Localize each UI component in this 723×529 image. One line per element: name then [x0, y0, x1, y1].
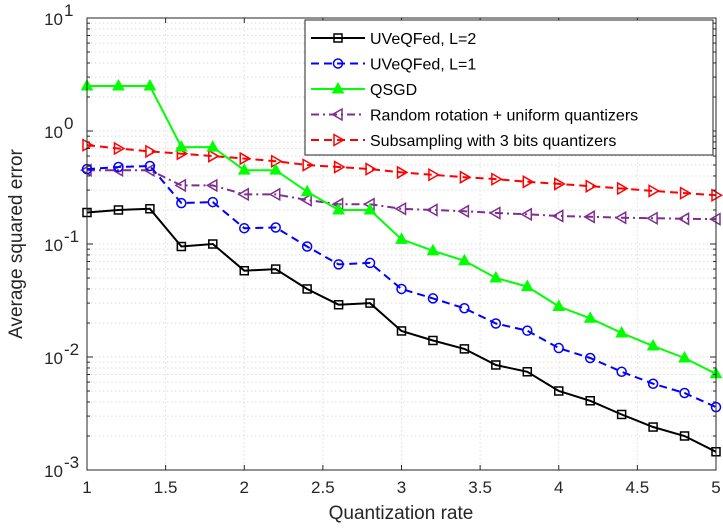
y-tick-exponent: -2: [64, 340, 79, 359]
x-tick-label: 5: [711, 478, 720, 497]
x-tick-label: 4: [554, 478, 563, 497]
legend-label: Random rotation + uniform quantizers: [370, 108, 638, 125]
y-tick-label: 10: [44, 236, 63, 255]
x-tick-label: 1.5: [154, 478, 178, 497]
x-tick-label: 1: [82, 478, 91, 497]
x-tick-label: 3.5: [468, 478, 492, 497]
legend-label: Subsampling with 3 bits quantizers: [370, 133, 616, 150]
y-tick-label: 10: [44, 123, 63, 142]
x-tick-label: 3: [397, 478, 406, 497]
x-tick-label: 2: [240, 478, 249, 497]
y-tick-exponent: -3: [64, 453, 79, 472]
x-tick-label: 4.5: [626, 478, 650, 497]
y-tick-exponent: 1: [64, 1, 73, 20]
legend-label: QSGD: [370, 82, 417, 99]
legend-label: UVeQFed, L=1: [370, 57, 476, 74]
y-tick-label: 10: [44, 462, 63, 481]
x-tick-label: 2.5: [311, 478, 335, 497]
y-tick-label: 10: [44, 10, 63, 29]
x-axis-label: Quantization rate: [329, 503, 474, 524]
y-axis-label: Average squared error: [6, 148, 27, 338]
y-tick-label: 10: [44, 349, 63, 368]
legend: UVeQFed, L=2 UVeQFed, L=1 QSGD Random rotat…: [305, 20, 713, 155]
y-tick-exponent: 0: [64, 114, 73, 133]
legend-label: UVeQFed, L=2: [370, 31, 476, 48]
y-tick-exponent: -1: [64, 227, 79, 246]
